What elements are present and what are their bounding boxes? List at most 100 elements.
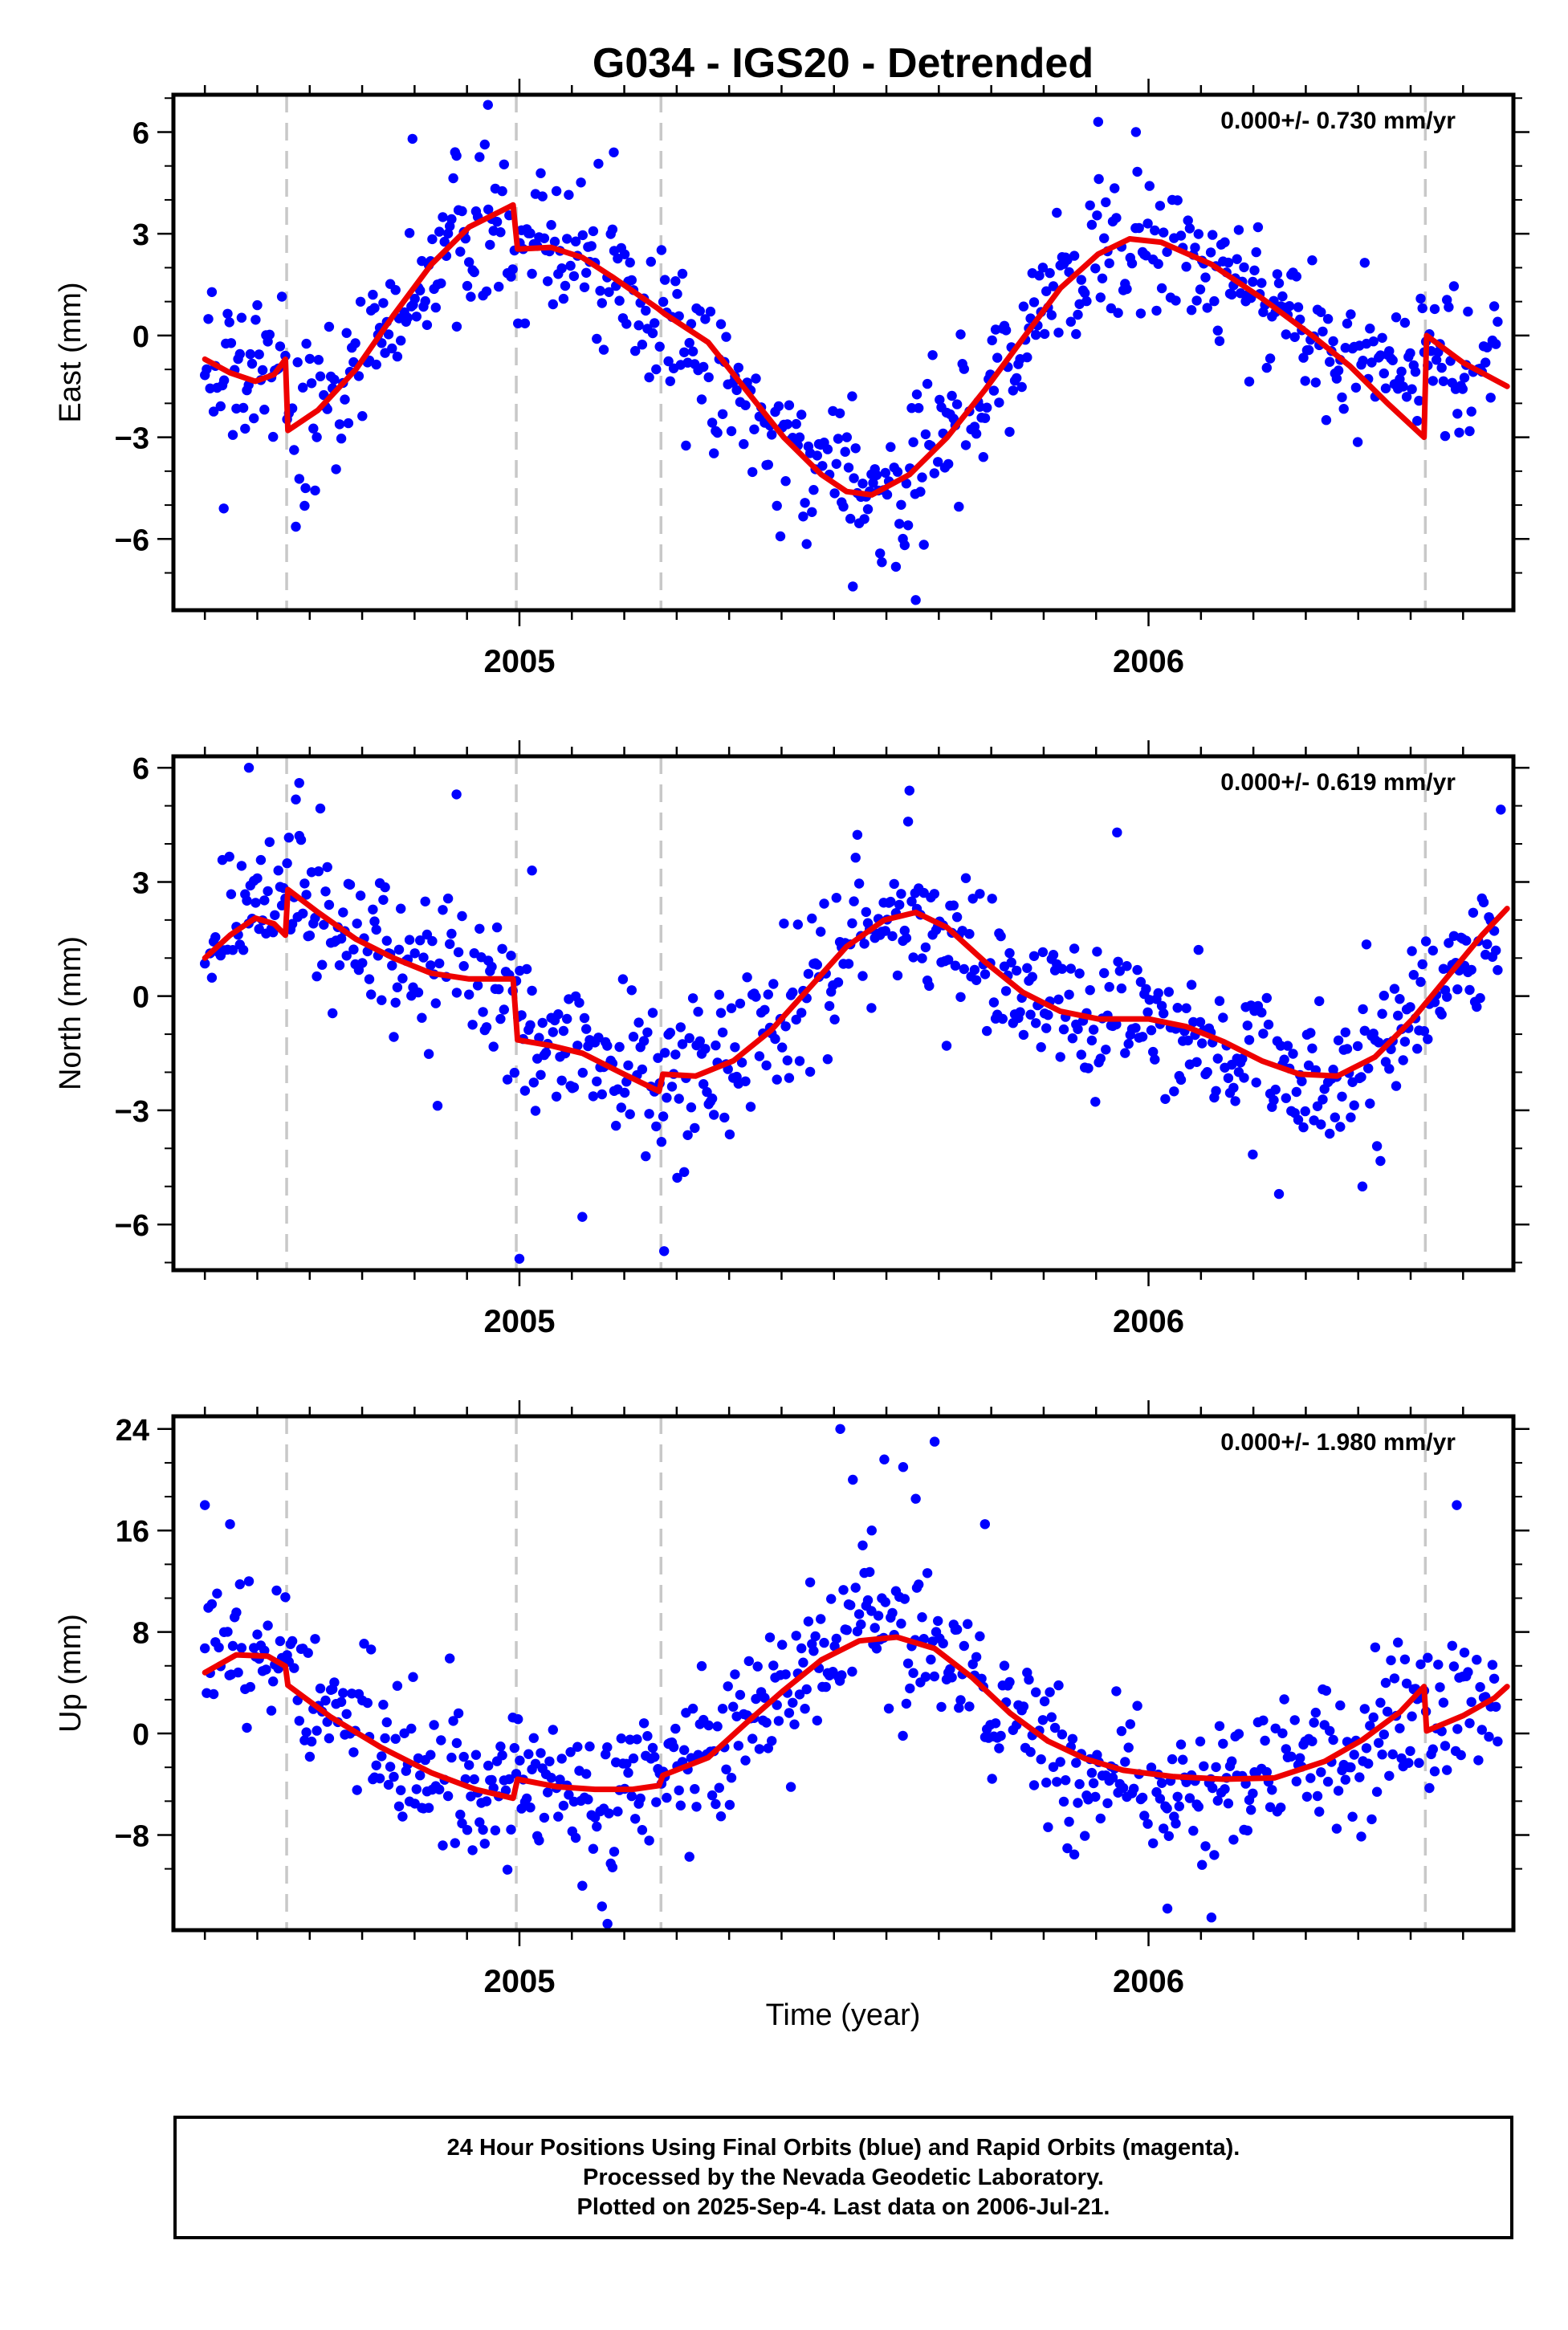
data-point — [1183, 215, 1193, 226]
data-point — [804, 1577, 816, 1588]
data-point — [383, 1779, 394, 1790]
data-point — [1365, 1098, 1375, 1109]
data-point — [348, 944, 359, 955]
data-point — [625, 1734, 635, 1745]
data-point — [1448, 1661, 1460, 1672]
data-point — [1337, 392, 1347, 403]
data-point — [810, 1631, 821, 1642]
data-point — [1452, 984, 1463, 995]
data-point — [1401, 392, 1412, 402]
data-point — [469, 1774, 479, 1785]
data-point — [834, 408, 845, 418]
data-point — [717, 1704, 728, 1714]
data-point — [509, 1067, 519, 1078]
data-point — [1407, 384, 1417, 394]
data-point — [1104, 982, 1114, 992]
data-point — [259, 895, 270, 906]
data-point — [1246, 1805, 1256, 1815]
data-point — [1401, 1678, 1412, 1688]
data-point — [1307, 255, 1318, 266]
data-point — [1395, 1723, 1405, 1733]
data-point — [1463, 306, 1473, 317]
data-point — [588, 226, 599, 237]
data-point — [877, 557, 887, 568]
data-point — [1171, 1819, 1181, 1829]
data-point — [647, 328, 658, 339]
data-point — [1004, 1676, 1015, 1688]
data-point — [847, 918, 857, 929]
data-point-outlier — [848, 581, 858, 592]
data-point — [826, 1594, 837, 1604]
data-point — [933, 457, 943, 467]
data-point — [203, 314, 214, 324]
data-point — [319, 919, 329, 931]
data-point — [670, 276, 681, 287]
data-point — [1027, 972, 1038, 982]
data-point — [392, 351, 403, 362]
data-point — [534, 1033, 544, 1043]
data-point — [413, 987, 424, 998]
data-point — [254, 349, 264, 360]
data-point — [1067, 1733, 1078, 1744]
data-point — [497, 185, 507, 197]
data-point — [1076, 1049, 1087, 1060]
data-point — [838, 1585, 849, 1595]
data-point — [831, 893, 842, 903]
data-point — [927, 350, 938, 360]
data-point — [782, 1055, 792, 1065]
data-point-outlier — [451, 150, 462, 161]
data-point — [644, 1109, 654, 1119]
data-point — [1053, 994, 1064, 1005]
data-point — [1456, 1750, 1466, 1761]
data-point — [979, 413, 991, 423]
data-point — [1346, 1112, 1356, 1122]
data-point — [1295, 1753, 1305, 1763]
data-point — [1153, 988, 1163, 999]
data-point — [553, 1009, 564, 1020]
data-point — [850, 1583, 861, 1593]
data-point — [224, 851, 234, 862]
data-point — [294, 474, 304, 484]
data-point-outlier — [609, 147, 619, 158]
data-point — [1415, 1659, 1426, 1670]
data-point — [1071, 1758, 1081, 1768]
data-point — [1199, 1761, 1209, 1771]
data-point — [527, 268, 537, 279]
data-point — [955, 1695, 966, 1705]
data-point — [1073, 1024, 1083, 1035]
data-point — [1384, 1064, 1395, 1074]
data-point — [747, 466, 758, 478]
data-point — [1080, 1831, 1090, 1841]
data-point — [507, 264, 518, 275]
data-point — [387, 343, 397, 354]
data-point — [969, 964, 980, 976]
data-point-outlier — [225, 1519, 235, 1530]
data-point — [506, 1824, 516, 1835]
data-point — [1086, 1035, 1098, 1046]
data-point — [1489, 1673, 1500, 1684]
data-point — [1113, 308, 1123, 318]
data-point — [1366, 1814, 1377, 1825]
data-point — [711, 1040, 721, 1051]
data-point — [996, 1730, 1006, 1741]
data-point — [1146, 1025, 1157, 1036]
data-point — [1081, 295, 1092, 307]
data-point — [1018, 1029, 1029, 1041]
data-point — [861, 906, 872, 918]
data-point — [1228, 1835, 1239, 1845]
data-point — [299, 878, 310, 889]
data-point — [1142, 1819, 1153, 1829]
data-point — [472, 980, 483, 991]
data-point — [1146, 1762, 1157, 1773]
y-tick-label: 0 — [132, 981, 149, 1015]
data-point — [1328, 1734, 1338, 1745]
rate-annotation: 0.000+/- 0.619 mm/yr — [1220, 769, 1456, 796]
data-point — [1414, 395, 1424, 406]
data-point — [1101, 197, 1111, 208]
data-point — [945, 1664, 955, 1675]
data-point — [1424, 1782, 1435, 1794]
data-point — [641, 1151, 651, 1162]
data-point — [1386, 1655, 1396, 1666]
data-point — [359, 1639, 369, 1649]
data-point — [268, 927, 279, 938]
